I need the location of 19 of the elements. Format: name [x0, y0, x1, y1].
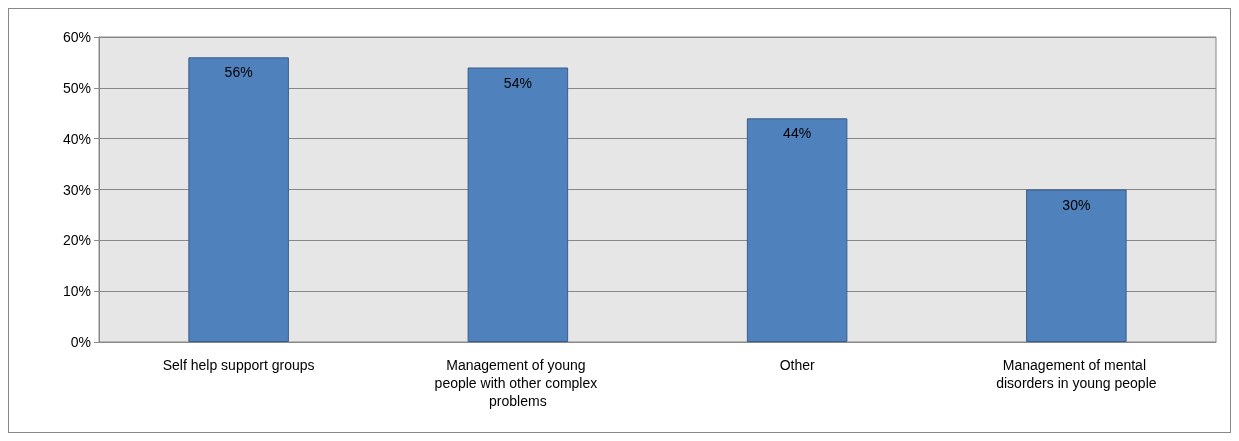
y-tick-label: 60%	[62, 29, 91, 45]
bar	[746, 118, 848, 342]
x-tick-label: Management of young people with other complex problems	[434, 357, 602, 409]
y-tick-label: 10%	[62, 283, 91, 300]
bar	[467, 67, 569, 342]
data-label: 54%	[503, 74, 532, 91]
y-tick-label: 20%	[62, 232, 91, 249]
y-tick-label: 50%	[62, 79, 91, 96]
y-tick-label: 30%	[62, 181, 91, 198]
data-label: 44%	[783, 125, 812, 142]
y-tick-label: 0%	[70, 334, 91, 350]
x-tick-label: Other	[779, 357, 815, 373]
x-tick-label: Self help support groups	[162, 357, 315, 373]
bar	[188, 57, 289, 342]
data-label: 30%	[1062, 196, 1091, 213]
bar	[1026, 189, 1127, 342]
y-tick-label: 40%	[62, 130, 91, 147]
x-tick-label: Management of mental disorders in young people	[996, 357, 1157, 391]
data-label: 56%	[224, 64, 253, 81]
